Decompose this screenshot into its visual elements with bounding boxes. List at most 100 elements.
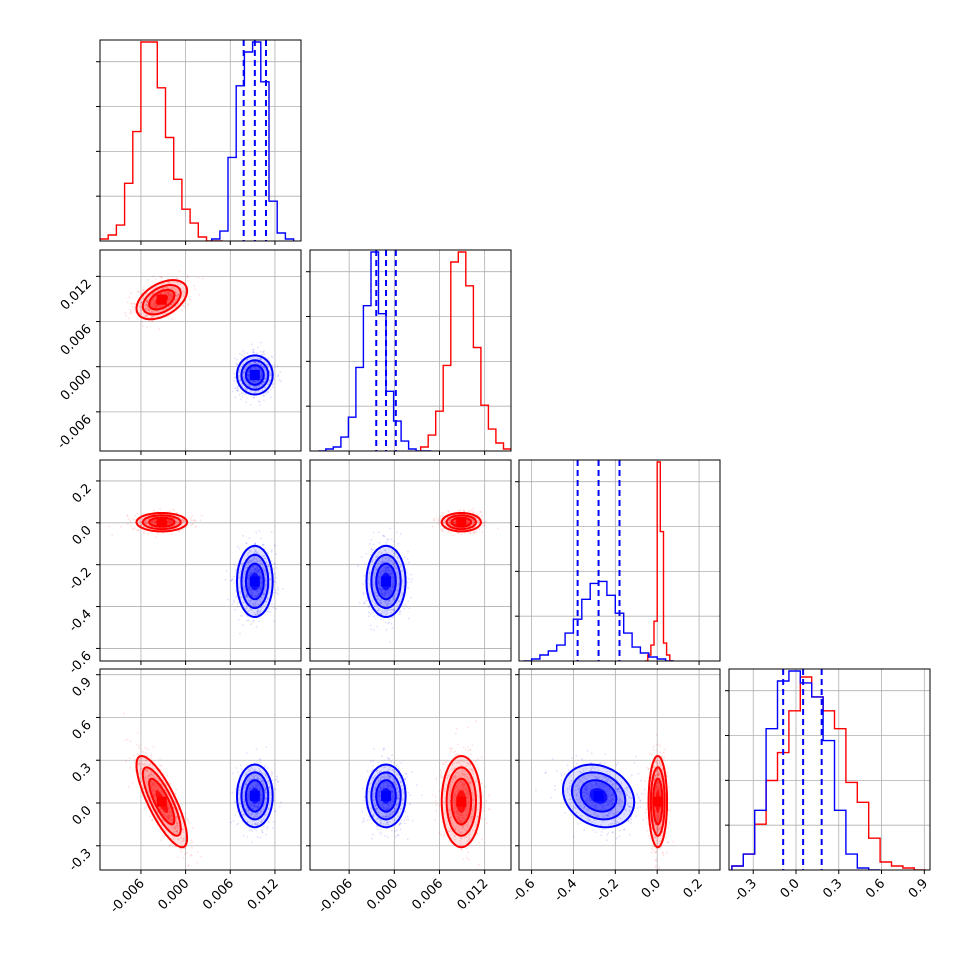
scatter-point — [265, 610, 268, 613]
scatter-point — [449, 520, 451, 523]
scatter-point — [176, 288, 179, 291]
scatter-point — [155, 296, 157, 299]
contour-line — [244, 364, 265, 386]
scatter-point — [241, 565, 243, 568]
scatter-point — [168, 294, 170, 296]
scatter-point — [144, 520, 147, 522]
scatter-point — [138, 753, 140, 756]
scatter-point — [269, 610, 272, 613]
scatter-point — [169, 298, 172, 301]
scatter-point — [155, 306, 158, 309]
scatter-point — [253, 555, 256, 558]
scatter-point — [160, 276, 163, 279]
scatter-point — [147, 314, 150, 317]
scatter-point — [177, 521, 180, 523]
scatter-point — [250, 367, 253, 370]
scatter-point — [168, 300, 171, 303]
scatter-point — [260, 353, 263, 356]
scatter-point — [130, 302, 132, 305]
scatter-point — [407, 550, 409, 553]
scatter-point — [258, 570, 260, 573]
scatter-point — [150, 522, 153, 524]
scatter-point — [256, 552, 258, 555]
scatter-point — [175, 523, 178, 526]
scatter-point — [258, 358, 260, 361]
panel-frame — [99, 249, 302, 452]
scatter-point — [255, 626, 258, 628]
scatter-point — [255, 614, 257, 616]
scatter-point — [247, 578, 249, 580]
scatter-point — [410, 573, 412, 576]
scatter-point — [108, 525, 111, 528]
scatter-point — [254, 614, 256, 616]
scatter-point — [245, 569, 247, 572]
scatter-point — [172, 845, 175, 848]
scatter-point — [256, 568, 258, 571]
scatter-point — [124, 739, 127, 742]
scatter-point — [256, 609, 259, 612]
scatter-point — [174, 289, 177, 291]
scatter-point — [170, 843, 173, 846]
scatter-point — [255, 570, 258, 573]
scatter-point — [169, 294, 172, 296]
scatter-point — [370, 628, 372, 631]
scatter-point — [169, 298, 172, 300]
scatter-point — [145, 303, 148, 306]
scatter-point — [242, 371, 245, 374]
scatter-point — [142, 289, 145, 292]
scatter-point — [249, 602, 252, 605]
scatter-point — [259, 369, 262, 372]
scatter-point — [260, 575, 263, 578]
scatter-point — [145, 522, 148, 525]
scatter-point — [149, 308, 152, 311]
scatter-point — [257, 367, 260, 370]
scatter-point — [153, 291, 155, 294]
scatter-point — [151, 315, 154, 318]
scatter-point — [145, 300, 148, 303]
scatter-point — [238, 374, 240, 377]
scatter-point — [241, 615, 244, 617]
scatter-point — [448, 522, 451, 525]
scatter-point — [265, 584, 267, 586]
scatter-point — [485, 521, 487, 523]
scatter-point — [247, 561, 250, 563]
scatter-point — [151, 316, 153, 319]
scatter-point — [246, 374, 249, 376]
scatter-point — [244, 379, 247, 382]
scatter-point — [167, 290, 170, 293]
scatter-point — [168, 519, 171, 522]
scatter-point — [143, 304, 146, 307]
scatter-point — [393, 540, 395, 543]
scatter-point — [262, 380, 265, 383]
scatter-point — [133, 311, 136, 313]
scatter-point — [225, 570, 228, 572]
scatter-point — [226, 598, 229, 601]
scatter-point — [231, 603, 234, 606]
scatter-point — [152, 520, 155, 523]
scatter-point — [254, 543, 257, 545]
scatter-point — [146, 301, 149, 303]
scatter-point — [256, 595, 259, 597]
scatter-point — [139, 312, 142, 315]
scatter-point — [261, 365, 264, 368]
scatter-point — [360, 556, 363, 558]
scatter-point — [272, 383, 274, 386]
scatter-point — [258, 586, 261, 589]
scatter-point — [233, 379, 236, 382]
scatter-point — [183, 290, 185, 293]
scatter-point — [181, 519, 184, 522]
scatter-point — [172, 294, 174, 297]
scatter-point — [368, 615, 370, 618]
scatter-point — [154, 303, 157, 306]
scatter-point — [253, 386, 255, 389]
scatter-point — [125, 314, 127, 317]
scatter-point — [125, 760, 127, 763]
scatter-point — [170, 520, 173, 523]
scatter-point — [255, 596, 258, 598]
scatter-point — [254, 366, 257, 368]
scatter-point — [168, 297, 170, 300]
scatter-point — [254, 361, 257, 364]
density-peak — [156, 517, 167, 528]
scatter-point — [251, 590, 253, 593]
scatter-point — [192, 519, 195, 522]
